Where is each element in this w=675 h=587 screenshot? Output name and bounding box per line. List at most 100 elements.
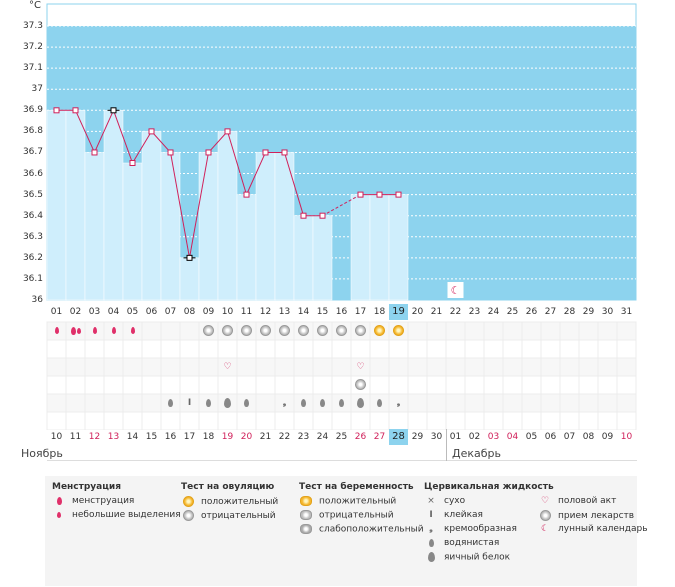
cycle-day-label[interactable]: 08 [183, 307, 196, 317]
ovulation-negative-icon[interactable] [218, 325, 237, 337]
calendar-date-label[interactable]: 06 [544, 432, 557, 442]
calendar-date-label[interactable]: 17 [183, 432, 196, 442]
calendar-date-label[interactable]: 14 [126, 432, 139, 442]
cycle-day-label[interactable]: 25 [506, 307, 519, 317]
calendar-date-label[interactable]: 05 [525, 432, 538, 442]
creamy-icon[interactable]: ❟ [282, 398, 287, 408]
calendar-date-label[interactable]: 07 [563, 432, 576, 442]
cycle-day-label[interactable]: 19 [389, 304, 408, 320]
cycle-day-label[interactable]: 28 [563, 307, 576, 317]
calendar-date-label[interactable]: 19 [221, 432, 234, 442]
cycle-day-label[interactable]: 02 [69, 307, 82, 317]
cycle-day-label[interactable]: 29 [582, 307, 595, 317]
calendar-date-label[interactable]: 11 [69, 432, 82, 442]
calendar-date-label[interactable]: 09 [601, 432, 614, 442]
sticky-icon[interactable]: I [187, 398, 192, 408]
calendar-date-label[interactable]: 04 [506, 432, 519, 442]
calendar-date-label[interactable]: 10 [50, 432, 63, 442]
calendar-date-label[interactable]: 01 [449, 432, 462, 442]
calendar-date-label[interactable]: 30 [430, 432, 443, 442]
cycle-day-label[interactable]: 26 [525, 307, 538, 317]
menstruation-drop-icon[interactable] [47, 325, 66, 337]
cycle-day-label[interactable]: 21 [430, 307, 443, 317]
eggwhite-drop-icon[interactable] [351, 397, 370, 409]
ovulation-negative-icon[interactable] [256, 325, 275, 337]
calendar-date-label[interactable]: 28 [389, 429, 408, 445]
heart-icon[interactable]: ♡ [223, 362, 232, 372]
calendar-date-label[interactable]: 25 [335, 432, 348, 442]
cycle-day-label[interactable]: 23 [468, 307, 481, 317]
ovulation-positive-icon[interactable] [389, 325, 408, 337]
cycle-day-label[interactable]: 11 [240, 307, 253, 317]
heavy-menstruation-icon[interactable] [66, 325, 85, 337]
ovulation-negative-icon[interactable] [199, 325, 218, 337]
menstruation-drop-icon[interactable] [123, 325, 142, 337]
calendar-date-label[interactable]: 02 [468, 432, 481, 442]
watery-drop-icon[interactable] [370, 397, 389, 409]
cycle-day-label[interactable]: 01 [50, 307, 63, 317]
ovulation-positive-icon[interactable] [370, 325, 389, 337]
ovulation-negative-icon[interactable] [313, 325, 332, 337]
calendar-date-label[interactable]: 20 [240, 432, 253, 442]
cycle-day-label[interactable]: 31 [620, 307, 633, 317]
dry-cross-icon: × [427, 496, 435, 506]
ovulation-negative-icon[interactable] [351, 325, 370, 337]
menstruation-drop-icon[interactable] [85, 325, 104, 337]
calendar-date-label[interactable]: 03 [487, 432, 500, 442]
calendar-date-label[interactable]: 08 [582, 432, 595, 442]
grid-cell [426, 321, 447, 341]
calendar-date-label[interactable]: 29 [411, 432, 424, 442]
grid-cell [65, 411, 86, 430]
cycle-day-label[interactable]: 10 [221, 307, 234, 317]
cycle-day-label[interactable]: 12 [259, 307, 272, 317]
calendar-date-label[interactable]: 10 [620, 432, 633, 442]
heart-icon[interactable]: ♡ [356, 362, 365, 372]
watery-drop-icon[interactable] [237, 397, 256, 409]
calendar-date-label[interactable]: 18 [202, 432, 215, 442]
calendar-date-label[interactable]: 12 [88, 432, 101, 442]
calendar-date-label[interactable]: 13 [107, 432, 120, 442]
ovulation-negative-icon[interactable] [275, 325, 294, 337]
cycle-day-label[interactable]: 20 [411, 307, 424, 317]
cycle-day-label[interactable]: 09 [202, 307, 215, 317]
watery-drop-icon[interactable] [199, 397, 218, 409]
cycle-day-label[interactable]: 16 [335, 307, 348, 317]
grid-cell [502, 357, 523, 377]
cycle-day-label[interactable]: 07 [164, 307, 177, 317]
ovulation-negative-icon[interactable] [332, 325, 351, 337]
ovulation-negative-icon[interactable] [294, 325, 313, 337]
cycle-day-label[interactable]: 04 [107, 307, 120, 317]
calendar-date-label[interactable]: 16 [164, 432, 177, 442]
cycle-day-label[interactable]: 13 [278, 307, 291, 317]
watery-drop-icon[interactable] [294, 397, 313, 409]
cycle-day-label[interactable]: 17 [354, 307, 367, 317]
calendar-date-label[interactable]: 27 [373, 432, 386, 442]
calendar-date-label[interactable]: 22 [278, 432, 291, 442]
cycle-day-label[interactable]: 22 [449, 307, 462, 317]
calendar-date-label[interactable]: 21 [259, 432, 272, 442]
cycle-day-label[interactable]: 30 [601, 307, 614, 317]
grid-cell [597, 321, 618, 341]
cycle-day-label[interactable]: 24 [487, 307, 500, 317]
watery-drop-icon[interactable] [313, 397, 332, 409]
cycle-day-label[interactable]: 14 [297, 307, 310, 317]
ovulation-negative-icon[interactable] [237, 325, 256, 337]
menstruation-drop-icon[interactable] [104, 325, 123, 337]
eggwhite-drop-icon[interactable] [218, 397, 237, 409]
calendar-date-label[interactable]: 26 [354, 432, 367, 442]
cycle-day-label[interactable]: 27 [544, 307, 557, 317]
calendar-date-label[interactable]: 23 [297, 432, 310, 442]
cycle-day-label[interactable]: 03 [88, 307, 101, 317]
cycle-day-label[interactable]: 15 [316, 307, 329, 317]
pill-icon[interactable] [351, 379, 370, 391]
cycle-day-label[interactable]: 06 [145, 307, 158, 317]
calendar-date-label[interactable]: 15 [145, 432, 158, 442]
cycle-day-label[interactable]: 18 [373, 307, 386, 317]
cycle-day-label[interactable]: 05 [126, 307, 139, 317]
grid-cell [255, 339, 276, 359]
watery-drop-icon[interactable] [161, 397, 180, 409]
creamy-icon[interactable]: ❟ [396, 398, 401, 408]
grid-cell [464, 411, 485, 430]
calendar-date-label[interactable]: 24 [316, 432, 329, 442]
watery-drop-icon[interactable] [332, 397, 351, 409]
